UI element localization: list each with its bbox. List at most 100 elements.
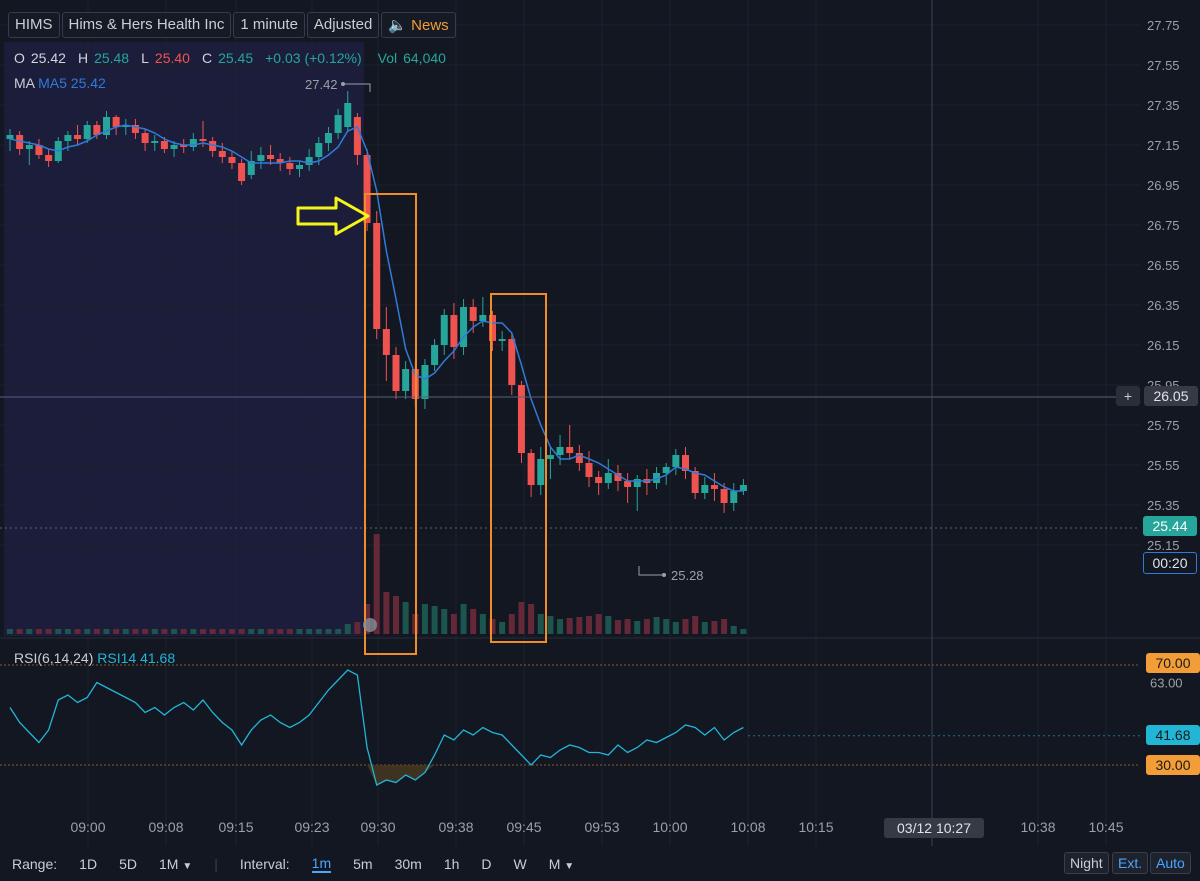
candle-body <box>83 125 91 139</box>
candle-body <box>585 463 593 477</box>
candlesticks <box>6 91 747 513</box>
candle-body <box>25 145 33 149</box>
volume-bar <box>315 629 322 634</box>
volume-bar <box>171 629 178 634</box>
volume-bar <box>209 629 216 634</box>
interval-1m[interactable]: 1m <box>311 854 332 873</box>
candle-body <box>334 115 342 133</box>
price-tick-label: 27.15 <box>1147 138 1180 153</box>
crosshair-price-label: 26.05 <box>1144 386 1198 406</box>
candle-body <box>517 385 525 453</box>
volume-bar <box>277 629 284 634</box>
candle-body <box>595 477 603 483</box>
volume-bar <box>142 629 149 634</box>
time-tick-label: 09:23 <box>294 819 329 835</box>
volume-bar <box>257 629 264 634</box>
crosshair-date-label: 03/12 10:27 <box>884 818 984 838</box>
volume-bar <box>489 619 496 634</box>
candle-body <box>344 103 352 127</box>
volume-bar <box>450 614 457 634</box>
candle-body <box>633 479 641 487</box>
range-5d[interactable]: 5D <box>119 855 137 872</box>
volume-bar <box>84 629 91 634</box>
add-crosshair-button[interactable]: + <box>1116 386 1140 406</box>
volume-bar <box>296 629 303 634</box>
candle-body <box>739 485 747 491</box>
candle-body <box>45 155 53 161</box>
close-value: 25.45 <box>218 50 254 66</box>
interval-w[interactable]: W <box>513 855 527 872</box>
volume-bar <box>344 624 351 634</box>
night-toggle[interactable]: Night <box>1064 852 1109 874</box>
rsi14-line <box>9 669 744 786</box>
volume-bar <box>547 616 554 634</box>
volume-bar <box>122 629 129 634</box>
annotation-box-2 <box>490 293 547 643</box>
candle-body <box>189 139 197 147</box>
volume-bars <box>7 534 747 634</box>
candle-body <box>103 117 110 135</box>
news-button[interactable]: 🔈 News <box>381 12 456 38</box>
candle-body <box>315 143 323 157</box>
volume-bar <box>537 614 544 634</box>
high-marker-leader <box>343 83 371 92</box>
high-marker-dot <box>341 82 345 86</box>
volume-bar <box>721 619 728 634</box>
low-marker-leader <box>638 566 664 576</box>
time-tick-label: 10:08 <box>730 819 765 835</box>
range-1d[interactable]: 1D <box>79 855 98 872</box>
volume-bar <box>431 606 438 634</box>
time-tick-label: 10:00 <box>652 819 687 835</box>
volume-bar <box>460 604 467 634</box>
auto-toggle[interactable]: Auto <box>1150 852 1191 874</box>
volume-bar <box>383 592 390 634</box>
interval-5m[interactable]: 5m <box>353 855 373 872</box>
volume-bar <box>132 629 139 634</box>
time-tick-label: 09:45 <box>506 819 541 835</box>
volume-bar <box>64 629 71 634</box>
interval-30m[interactable]: 30m <box>394 855 422 872</box>
candle-body <box>508 339 516 385</box>
interval-1h[interactable]: 1h <box>443 855 460 872</box>
last-price-label: 25.44 <box>1143 516 1197 536</box>
candle-body <box>286 163 294 169</box>
range-1m[interactable]: 1M ▼ <box>158 855 193 872</box>
adjusted-toggle[interactable]: Adjusted <box>306 12 380 38</box>
volume-bar <box>672 622 679 634</box>
interval-label[interactable]: 1 minute <box>233 12 305 38</box>
candle-body <box>527 453 535 485</box>
volume-bar <box>624 619 631 634</box>
price-tick-label: 25.15 <box>1147 538 1180 553</box>
interval-m[interactable]: M ▼ <box>548 855 575 872</box>
price-tick-label: 26.35 <box>1147 298 1180 313</box>
volume-bar <box>634 621 641 634</box>
volume-bar <box>470 609 477 634</box>
candle-body <box>238 163 246 181</box>
toolbar-separator: | <box>214 855 218 872</box>
volume-bar <box>267 629 274 634</box>
volume-bar <box>373 534 380 634</box>
rsi-oversold-fill <box>367 765 435 785</box>
symbol-ticker[interactable]: HIMS <box>8 12 60 38</box>
candle-body <box>575 453 583 463</box>
price-tick-label: 26.15 <box>1147 338 1180 353</box>
low-marker-dot <box>662 573 666 577</box>
candle-body <box>701 485 709 493</box>
rsi-pane: 63.00 <box>0 664 1183 786</box>
volume-bar <box>586 616 592 634</box>
candle-body <box>122 125 130 127</box>
scroll-handle[interactable] <box>363 618 377 632</box>
interval-d[interactable]: D <box>481 855 492 872</box>
candle-body <box>469 307 477 321</box>
candle-body <box>710 485 718 489</box>
ext-toggle[interactable]: Ext. <box>1112 852 1149 874</box>
volume-bar <box>190 629 197 634</box>
candle-body <box>324 133 332 143</box>
annotation-box-1 <box>364 193 417 655</box>
candle-body <box>498 339 506 341</box>
rsi-upper-label: 70.00 <box>1146 653 1200 673</box>
price-tick-label: 25.75 <box>1147 418 1180 433</box>
candle-body <box>382 329 390 355</box>
candle-body <box>682 455 689 471</box>
